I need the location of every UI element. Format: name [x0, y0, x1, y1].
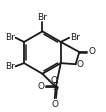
Text: O: O: [88, 47, 95, 56]
Text: Br: Br: [70, 33, 80, 42]
Text: S: S: [53, 82, 59, 92]
Text: O: O: [50, 76, 57, 85]
Text: Br: Br: [37, 13, 47, 22]
Text: Br: Br: [5, 62, 15, 71]
Text: O: O: [37, 83, 44, 92]
Text: O: O: [51, 100, 58, 109]
Text: Br: Br: [5, 33, 15, 42]
Text: O: O: [77, 60, 84, 69]
